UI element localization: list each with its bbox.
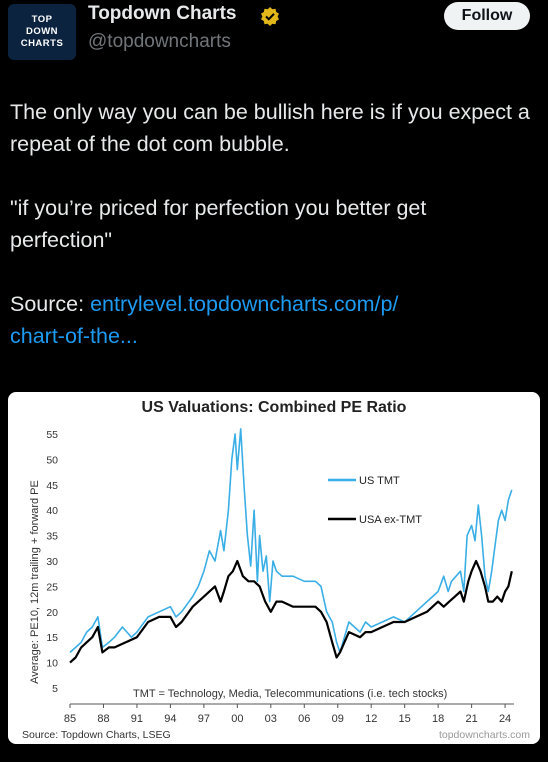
source-link-continued[interactable]: chart-of-the... (10, 324, 138, 348)
x-tick-label: 94 (164, 713, 176, 725)
x-tick-label: 12 (365, 713, 377, 725)
chart-image[interactable]: US Valuations: Combined PE Ratio 5 10 15 20… (8, 392, 540, 744)
y-axis-label: Average: PE10, 12m trailing + forward PE (29, 480, 41, 684)
y-tick-label: 25 (46, 581, 58, 593)
y-tick-label: 55 (46, 429, 58, 441)
chart-title: US Valuations: Combined PE Ratio (142, 399, 407, 416)
y-tick-label: 30 (46, 556, 58, 568)
y-tick-label: 10 (46, 658, 58, 670)
x-tick-label: 03 (265, 713, 277, 725)
source-link[interactable]: entrylevel.topdowncharts.com/p/ (90, 292, 399, 316)
pe-ratio-chart: US Valuations: Combined PE Ratio 5 10 15 20… (22, 399, 530, 741)
x-tick-label: 88 (97, 713, 109, 725)
avatar-line: DOWN (25, 26, 59, 37)
y-tick-label: 15 (46, 632, 58, 644)
tweet-source: Source: entrylevel.topdowncharts.com/p/ … (10, 288, 530, 352)
source-label: Source: (10, 292, 91, 316)
x-tick-label: 00 (231, 713, 243, 725)
avatar-line: CHARTS (20, 38, 64, 49)
series-line-usa-ex-tmt (69, 559, 513, 664)
verified-badge-icon (261, 7, 279, 26)
avatar-line: TOP (31, 14, 53, 25)
x-tick-label: 18 (432, 713, 444, 725)
legend-label-ex-tmt: USA ex-TMT (359, 514, 422, 526)
user-handle[interactable]: @topdowncharts (88, 31, 231, 52)
y-tick-label: 20 (46, 607, 58, 619)
x-tick-label: 85 (64, 713, 76, 725)
y-tick-label: 40 (46, 505, 58, 517)
tweet-text: The only way you can be bullish here is … (10, 96, 530, 352)
legend-label-tmt: US TMT (359, 475, 400, 487)
chart-annotation: TMT = Technology, Media, Telecommunicati… (133, 688, 447, 700)
y-tick-label: 5 (52, 683, 58, 695)
tweet-paragraph: The only way you can be bullish here is … (10, 100, 530, 156)
chart-source: Source: Topdown Charts, LSEG (22, 729, 171, 741)
series-line-us-tmt (69, 428, 513, 654)
follow-button[interactable]: Follow (444, 2, 530, 30)
x-tick-label: 97 (198, 713, 210, 725)
y-tick-label: 45 (46, 480, 58, 492)
x-tick-label: 91 (131, 713, 143, 725)
y-tick-label: 35 (46, 531, 58, 543)
display-name[interactable]: Topdown Charts (88, 3, 237, 24)
tweet-paragraph: "if you’re priced for perfection you bet… (10, 196, 427, 252)
x-tick-label: 09 (332, 713, 344, 725)
avatar[interactable]: TOP DOWN CHARTS (8, 4, 76, 60)
chart-watermark: topdowncharts.com (439, 729, 530, 741)
x-tick-label: 24 (499, 713, 511, 725)
x-tick-label: 15 (399, 713, 411, 725)
y-tick-label: 50 (46, 454, 58, 466)
x-tick-label: 21 (465, 713, 477, 725)
x-tick-label: 06 (298, 713, 310, 725)
